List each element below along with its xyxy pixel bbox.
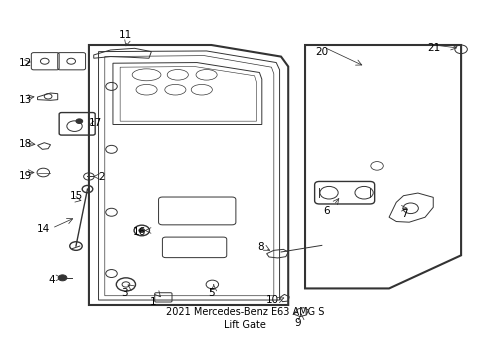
Text: 20: 20 bbox=[315, 47, 328, 57]
Text: 11: 11 bbox=[118, 30, 132, 40]
Text: 6: 6 bbox=[323, 206, 330, 216]
Text: 5: 5 bbox=[208, 288, 215, 298]
Circle shape bbox=[139, 229, 145, 233]
Text: 19: 19 bbox=[19, 171, 32, 181]
Text: 13: 13 bbox=[19, 95, 32, 105]
Text: 2: 2 bbox=[98, 172, 105, 183]
Text: 4: 4 bbox=[49, 275, 55, 285]
Text: 2021 Mercedes-Benz E63 AMG S
Lift Gate: 2021 Mercedes-Benz E63 AMG S Lift Gate bbox=[166, 307, 324, 330]
Text: 9: 9 bbox=[294, 318, 301, 328]
Text: 1: 1 bbox=[149, 297, 156, 307]
Circle shape bbox=[76, 119, 83, 123]
Text: 10: 10 bbox=[266, 295, 279, 305]
Text: 21: 21 bbox=[427, 43, 441, 53]
Text: 8: 8 bbox=[258, 242, 264, 252]
Text: 12: 12 bbox=[19, 58, 32, 68]
Text: 16: 16 bbox=[133, 227, 147, 237]
Text: 14: 14 bbox=[37, 224, 50, 234]
Circle shape bbox=[58, 275, 67, 281]
Text: 3: 3 bbox=[121, 288, 127, 298]
Text: 18: 18 bbox=[19, 139, 32, 149]
Text: 15: 15 bbox=[70, 191, 83, 201]
Text: 7: 7 bbox=[401, 209, 408, 219]
Text: 17: 17 bbox=[89, 118, 102, 128]
